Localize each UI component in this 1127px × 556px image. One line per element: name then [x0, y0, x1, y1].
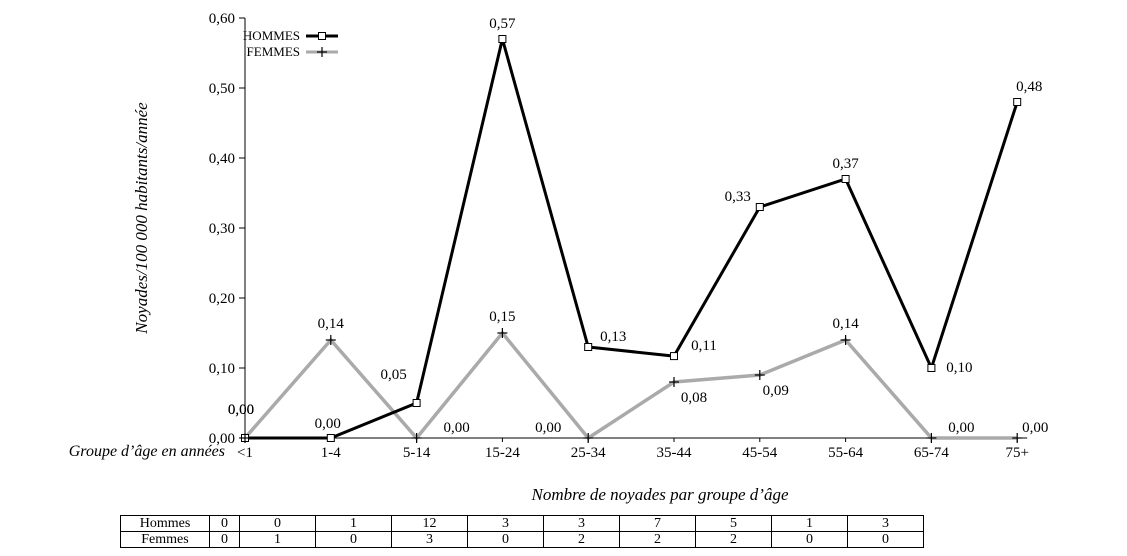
- x-tick-label: 15-24: [485, 445, 520, 461]
- x-tick-label: 25-34: [571, 445, 606, 461]
- table-cell: 3: [467, 515, 544, 532]
- data-label-hommes: 0,57: [489, 16, 516, 32]
- x-tick-label: 35-44: [657, 445, 692, 461]
- data-label-hommes: 0,05: [380, 367, 406, 383]
- y-tick-label: 0,40: [209, 151, 235, 167]
- table-cell: 0: [847, 531, 924, 548]
- y-tick-label: 0,30: [209, 221, 235, 237]
- x-axis-label: Groupe d’âge en années: [69, 443, 225, 460]
- data-label-hommes: 0,10: [946, 360, 972, 376]
- data-point-femmes: [325, 335, 336, 345]
- table-title: Nombre de noyades par groupe d’âge: [530, 485, 788, 504]
- legend-label: FEMMES: [247, 44, 300, 59]
- series-line-femmes: [243, 330, 1018, 441]
- y-tick-label: 0,10: [209, 361, 235, 377]
- data-point-femmes: [497, 328, 508, 338]
- x-tick-label: 55-64: [828, 445, 863, 461]
- data-label-hommes: 0,11: [691, 338, 717, 354]
- table-cell: 0: [209, 515, 240, 532]
- table-cell: 7: [619, 515, 696, 532]
- x-tick-label: 65-74: [914, 445, 949, 461]
- x-tick-label: 1-4: [321, 445, 341, 461]
- x-tick-label: 75+: [1005, 445, 1028, 461]
- y-axis-label: Noyades/100 000 habitants/année: [132, 102, 151, 335]
- x-tick-label: <1: [237, 445, 253, 461]
- data-label-hommes: 0,13: [600, 329, 626, 345]
- data-label-femmes: 0,00: [443, 420, 469, 436]
- data-point-femmes: [669, 377, 679, 387]
- data-label-femmes: 0,15: [489, 309, 515, 325]
- data-label-femmes: 0,00: [948, 420, 974, 436]
- line-chart: 0,00 0,10 0,20 0,30 0,40 0,50 0,60 <1 1-4 5-14 15-…: [69, 11, 1049, 504]
- data-label-hommes: 0,33: [725, 189, 751, 205]
- data-labels: 0,00 0,00 0,05 0,57 0,13 0,11 0,33 0,37 0,10 0,48…: [228, 16, 1048, 436]
- data-label-femmes: 0,00: [228, 402, 254, 418]
- table-row: Femmes 0 1 0 3 0 2 2 2 0 0: [120, 531, 924, 548]
- row-label: Hommes: [120, 515, 210, 532]
- table-cell: 2: [695, 531, 772, 548]
- table-cell: 0: [467, 531, 544, 548]
- axes: [239, 17, 1028, 442]
- y-tick-label: 0,60: [209, 11, 235, 27]
- x-tick-label: 45-54: [742, 445, 777, 461]
- data-label-hommes: 0,37: [832, 156, 859, 172]
- legend-marker: [317, 47, 327, 57]
- row-label: Femmes: [120, 531, 210, 548]
- data-label-hommes: 0,48: [1016, 79, 1042, 95]
- series-line-hommes: [245, 38, 1019, 440]
- data-label-femmes: 0,00: [1022, 420, 1048, 436]
- data-point-hommes: [670, 352, 678, 361]
- data-markers: [240, 35, 1023, 443]
- data-point-hommes: [326, 434, 335, 442]
- data-label-femmes: 0,14: [318, 316, 345, 332]
- table-cell: 1: [239, 531, 316, 548]
- data-label-femmes: 0,09: [763, 383, 789, 399]
- table-cell: 3: [543, 515, 620, 532]
- table-cell: 5: [695, 515, 772, 532]
- data-point-femmes: [240, 433, 250, 443]
- data-point-hommes: [927, 364, 936, 372]
- data-point-femmes: [1012, 433, 1023, 443]
- table-cell: 2: [543, 531, 620, 548]
- data-point-hommes: [755, 203, 764, 211]
- table-row: Hommes 0 0 1 12 3 3 7 5 1 3: [120, 515, 924, 532]
- data-point-femmes: [411, 433, 422, 443]
- table-cell: 1: [771, 515, 848, 532]
- table-cell: 3: [391, 531, 468, 548]
- table-cell: 0: [209, 531, 240, 548]
- legend-label: HOMMES: [243, 28, 300, 43]
- table-cell: 1: [315, 515, 392, 532]
- series-lines: [243, 38, 1019, 441]
- x-tick-label: 5-14: [403, 445, 431, 461]
- data-point-femmes: [926, 433, 937, 443]
- y-tick-label: 0,00: [209, 431, 235, 447]
- data-label-hommes: 0,00: [228, 402, 254, 418]
- data-point-hommes: [498, 35, 507, 43]
- data-point-femmes: [840, 335, 851, 345]
- table-cell: 2: [619, 531, 696, 548]
- data-point-femmes: [583, 433, 594, 443]
- legend-marker: [318, 32, 326, 40]
- table-cell: 0: [239, 515, 316, 532]
- data-label-femmes: 0,00: [535, 420, 561, 436]
- data-point-hommes: [1013, 98, 1022, 106]
- data-label-femmes: 0,14: [832, 316, 859, 332]
- table-cell: 0: [315, 531, 392, 548]
- table-cell: 0: [771, 531, 848, 548]
- data-point-hommes: [584, 343, 593, 351]
- y-tick-label: 0,50: [209, 81, 235, 97]
- tick-labels: 0,00 0,10 0,20 0,30 0,40 0,50 0,60 <1 1-4 5-14 15-…: [209, 11, 1029, 461]
- data-label-femmes: 0,08: [681, 390, 707, 406]
- y-tick-label: 0,20: [209, 291, 235, 307]
- counts-table: Hommes 0 0 1 12 3 3 7 5 1 3 Femmes 0 1 0…: [120, 515, 924, 548]
- data-point-hommes: [412, 399, 421, 407]
- data-point-hommes: [841, 175, 850, 183]
- data-point-femmes: [754, 370, 765, 380]
- data-label-hommes: 0,00: [315, 416, 341, 432]
- table-cell: 3: [847, 515, 924, 532]
- table-cell: 12: [391, 515, 468, 532]
